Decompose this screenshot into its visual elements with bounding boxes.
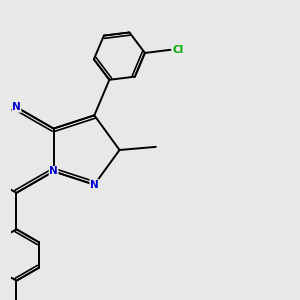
Text: N: N bbox=[49, 167, 58, 176]
Text: Cl: Cl bbox=[172, 45, 184, 55]
Text: N: N bbox=[12, 102, 21, 112]
Text: N: N bbox=[90, 180, 99, 190]
